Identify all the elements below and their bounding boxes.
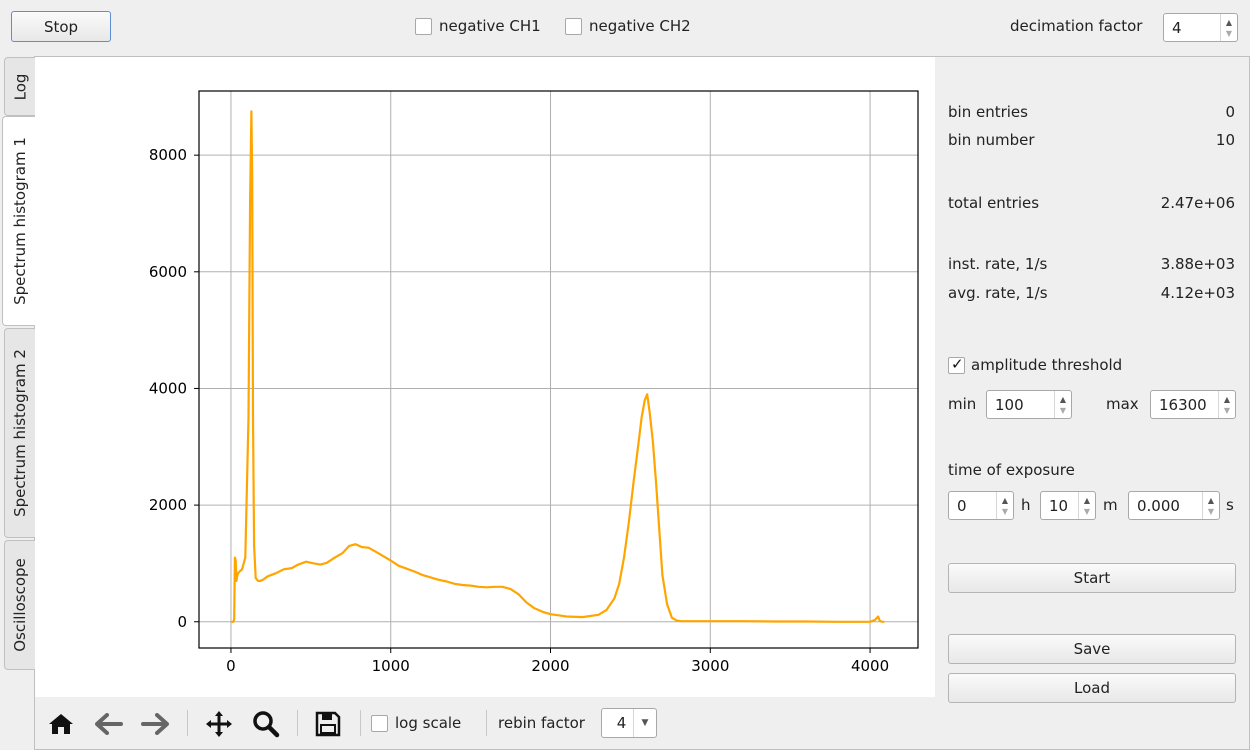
bin-number-value: 10 — [1215, 131, 1235, 149]
decimation-factor-spinbox[interactable]: 4 ▲ ▼ — [1163, 13, 1238, 42]
home-icon[interactable] — [46, 710, 76, 738]
toolbar-separator — [187, 710, 188, 736]
tab-spectrum-histogram-2-label: Spectrum histogram 2 — [11, 349, 29, 517]
y-tick-label: 4000 — [149, 379, 187, 397]
bin-number-label: bin number — [948, 131, 1035, 149]
threshold-max-value: 16300 — [1159, 395, 1207, 414]
back-arrow-icon[interactable] — [94, 710, 124, 738]
tab-log[interactable]: Log — [4, 57, 35, 116]
amplitude-threshold-box[interactable] — [948, 355, 965, 374]
time-of-exposure-label: time of exposure — [948, 461, 1075, 479]
spin-arrows-icon[interactable]: ▲ ▼ — [1054, 391, 1071, 418]
spin-arrows-icon[interactable]: ▲ ▼ — [1202, 492, 1219, 519]
tab-oscilloscope[interactable]: Oscilloscope — [4, 540, 35, 670]
y-tick-label: 0 — [177, 613, 187, 631]
amplitude-threshold-checkbox[interactable]: amplitude threshold — [948, 355, 1123, 374]
tab-log-label: Log — [10, 73, 29, 100]
toolbar-separator — [360, 710, 361, 736]
spectrum-series-line — [231, 110, 885, 623]
x-tick-label: 0 — [226, 657, 236, 675]
hours-unit-label: h — [1021, 496, 1031, 514]
forward-arrow-icon[interactable] — [140, 710, 170, 738]
plot-toolbar — [35, 697, 935, 749]
save-button[interactable]: Save — [948, 634, 1236, 664]
decimation-factor-label: decimation factor — [1010, 17, 1143, 35]
threshold-min-label: min — [948, 395, 977, 413]
negative-ch2-box[interactable] — [565, 17, 582, 35]
bin-entries-label: bin entries — [948, 103, 1028, 121]
pan-icon[interactable] — [204, 710, 234, 738]
spin-arrows-icon[interactable]: ▲ ▼ — [1078, 492, 1095, 519]
rebin-factor-value: 4 — [616, 714, 627, 732]
x-tick-label: 3000 — [691, 657, 729, 675]
inst-rate-value: 3.88e+03 — [1160, 255, 1235, 273]
inst-rate-label: inst. rate, 1/s — [948, 255, 1048, 273]
threshold-max-spinbox[interactable]: 16300 ▲ ▼ — [1150, 390, 1236, 419]
log-scale-box[interactable] — [371, 714, 388, 732]
tab-spectrum-histogram-2[interactable]: Spectrum histogram 2 — [4, 328, 35, 538]
avg-rate-label: avg. rate, 1/s — [948, 284, 1048, 302]
exposure-hours-spinbox[interactable]: 0 ▲ ▼ — [948, 491, 1014, 520]
toolbar-separator — [486, 710, 487, 736]
threshold-max-label: max — [1106, 395, 1139, 413]
negative-ch1-label: negative CH1 — [439, 17, 541, 35]
log-scale-label: log scale — [395, 714, 462, 732]
x-tick-label: 1000 — [372, 657, 410, 675]
load-button[interactable]: Load — [948, 673, 1236, 703]
x-tick-label: 2000 — [531, 657, 569, 675]
seconds-unit-label: s — [1226, 496, 1234, 514]
decimation-factor-value: 4 — [1172, 18, 1182, 37]
tab-spectrum-histogram-1[interactable]: Spectrum histogram 1 — [2, 116, 36, 326]
spin-arrows-icon[interactable]: ▲ ▼ — [1220, 14, 1237, 41]
chevron-down-icon[interactable]: ▼ — [632, 709, 656, 737]
zoom-icon[interactable] — [251, 710, 281, 738]
negative-ch2-checkbox[interactable]: negative CH2 — [565, 17, 691, 35]
exposure-seconds-spinbox[interactable]: 0.000 ▲ ▼ — [1128, 491, 1220, 520]
y-tick-label: 2000 — [149, 496, 187, 514]
exposure-seconds-value: 0.000 — [1137, 496, 1180, 515]
amplitude-threshold-label: amplitude threshold — [971, 356, 1123, 374]
rebin-factor-dropdown[interactable]: 4 ▼ — [601, 708, 657, 738]
rebin-factor-label: rebin factor — [498, 714, 585, 732]
start-button[interactable]: Start — [948, 563, 1236, 593]
plot-panel: 0 1000 2000 3000 4000 0 2000 4000 6000 8000 — [35, 57, 935, 697]
y-tick-label: 8000 — [149, 146, 187, 164]
total-entries-value: 2.47e+06 — [1160, 194, 1235, 212]
y-tick-label: 6000 — [149, 263, 187, 281]
total-entries-label: total entries — [948, 194, 1040, 212]
spin-arrows-icon[interactable]: ▲ ▼ — [996, 492, 1013, 519]
x-tick-label: 4000 — [851, 657, 889, 675]
tab-oscilloscope-label: Oscilloscope — [11, 558, 30, 652]
spin-arrows-icon[interactable]: ▲ ▼ — [1218, 391, 1235, 418]
minutes-unit-label: m — [1103, 496, 1118, 514]
log-scale-checkbox[interactable]: log scale — [371, 714, 461, 732]
tab-spectrum-histogram-1-label: Spectrum histogram 1 — [10, 137, 29, 305]
toolbar-separator — [297, 710, 298, 736]
avg-rate-value: 4.12e+03 — [1160, 284, 1235, 302]
negative-ch1-checkbox[interactable]: negative CH1 — [415, 17, 541, 35]
stop-button[interactable]: Stop — [11, 11, 111, 42]
spectrum-chart[interactable]: 0 1000 2000 3000 4000 0 2000 4000 6000 8000 — [35, 57, 935, 697]
threshold-min-spinbox[interactable]: 100 ▲ ▼ — [986, 390, 1072, 419]
negative-ch1-box[interactable] — [415, 17, 432, 35]
bin-entries-value: 0 — [1225, 103, 1235, 121]
threshold-min-value: 100 — [995, 395, 1024, 414]
exposure-hours-value: 0 — [957, 496, 967, 515]
axes-frame — [198, 90, 919, 649]
exposure-minutes-value: 10 — [1049, 496, 1069, 515]
exposure-minutes-spinbox[interactable]: 10 ▲ ▼ — [1040, 491, 1096, 520]
negative-ch2-label: negative CH2 — [589, 17, 691, 35]
save-icon[interactable] — [313, 710, 343, 738]
